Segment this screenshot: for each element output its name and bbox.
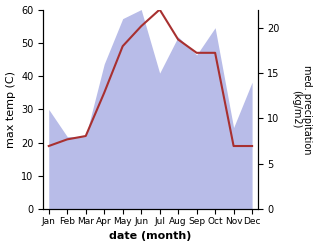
Y-axis label: med. precipitation
(kg/m2): med. precipitation (kg/m2): [291, 65, 313, 154]
X-axis label: date (month): date (month): [109, 231, 192, 242]
Y-axis label: max temp (C): max temp (C): [5, 71, 16, 148]
